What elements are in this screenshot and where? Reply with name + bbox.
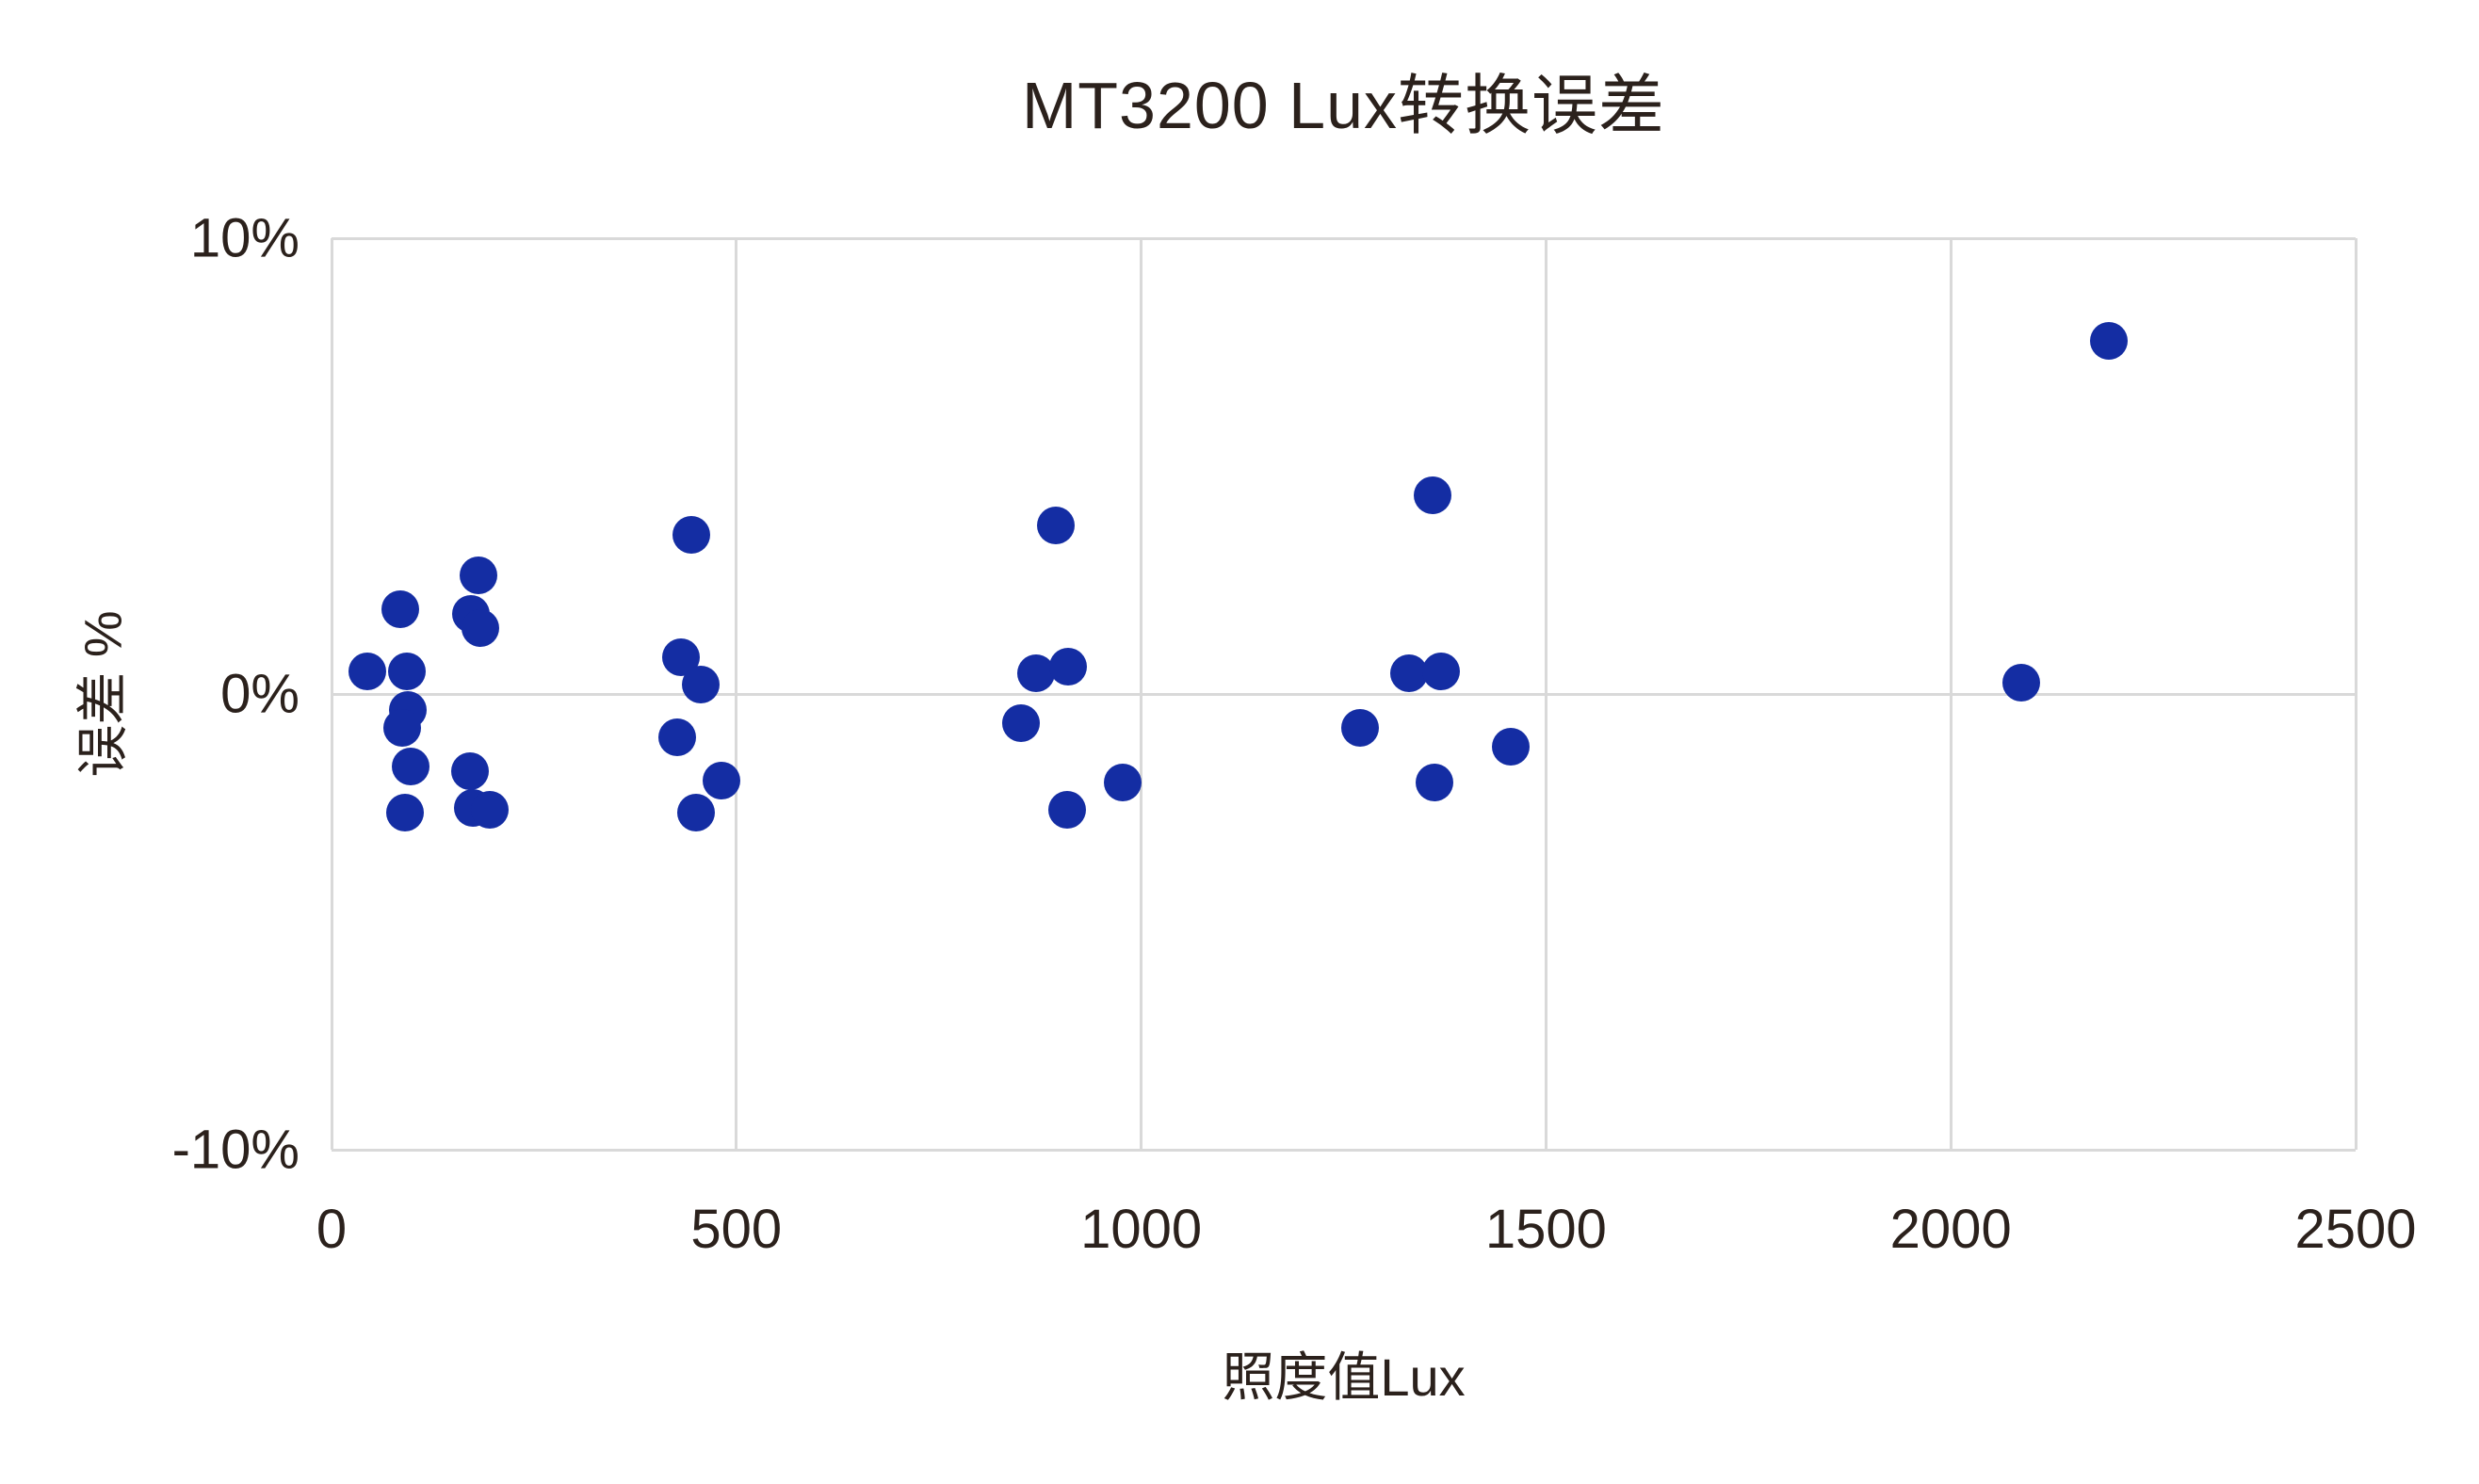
data-point [1390, 654, 1429, 693]
gridline-horizontal [332, 692, 2356, 696]
data-point [1016, 654, 1055, 693]
data-point [2001, 663, 2040, 702]
gridline-horizontal [332, 236, 2356, 240]
y-tick-label: 10% [189, 207, 300, 269]
data-point [1037, 506, 1076, 544]
data-point [381, 590, 420, 629]
data-point [386, 793, 425, 831]
data-point [1491, 727, 1530, 766]
gridline-horizontal [332, 1148, 2356, 1152]
data-point [1048, 791, 1087, 830]
data-point [471, 791, 510, 830]
x-axis-ticks: 0 500 1000 1500 2000 2500 [316, 1198, 2417, 1264]
data-point [1415, 764, 1453, 802]
data-point [2089, 321, 2128, 360]
x-tick-label: 2000 [1889, 1199, 2012, 1260]
plot-area [330, 236, 2357, 1152]
data-point [387, 652, 426, 690]
x-tick-label: 2500 [2294, 1199, 2417, 1260]
data-point [681, 666, 720, 704]
data-point [1340, 709, 1379, 748]
data-point [462, 608, 500, 647]
data-point [348, 652, 386, 690]
x-tick-label: 1000 [1080, 1199, 1203, 1260]
data-point [460, 556, 498, 595]
y-tick-label: -10% [171, 1119, 300, 1181]
data-point [1049, 647, 1088, 686]
data-point [450, 752, 489, 791]
x-axis-title: 照度值Lux [1222, 1347, 1466, 1407]
data-point [1103, 764, 1142, 802]
data-point [672, 515, 710, 554]
gridline-vertical [2354, 238, 2357, 1150]
data-point [676, 793, 715, 831]
data-point [392, 748, 430, 786]
data-point [382, 709, 421, 748]
x-tick-label: 1500 [1484, 1199, 1607, 1260]
x-tick-label: 0 [316, 1199, 348, 1260]
x-tick-label: 500 [690, 1199, 783, 1260]
data-point [658, 718, 697, 756]
data-point [703, 761, 741, 799]
y-axis-ticks: 10% 0% -10% [0, 208, 300, 1181]
data-point [1414, 476, 1452, 515]
data-point [1001, 704, 1040, 743]
y-tick-label: 0% [220, 663, 300, 725]
data-point [1421, 652, 1460, 690]
chart-title: MT3200 Lux转换误差 [1021, 69, 1666, 142]
